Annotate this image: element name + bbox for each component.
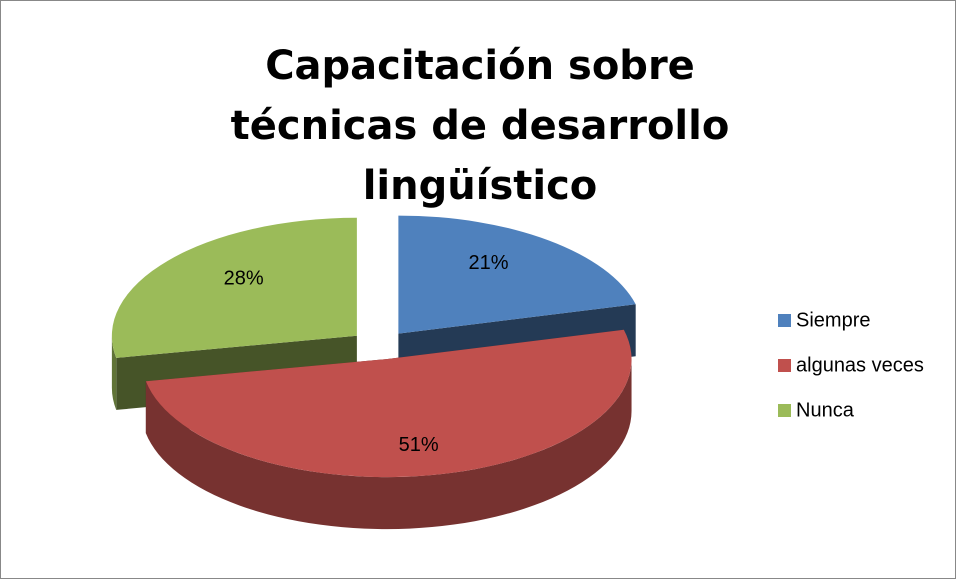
chart-title: Capacitación sobre técnicas de desarroll…	[230, 43, 730, 209]
slice-top	[145, 329, 632, 478]
legend-swatch	[778, 359, 791, 372]
legend-label: algunas veces	[796, 354, 924, 376]
legend-label: Siempre	[796, 309, 870, 331]
legend-swatch	[778, 314, 791, 327]
slice-top	[398, 215, 636, 334]
slice-outer-wall	[111, 335, 117, 410]
slice-top	[111, 217, 357, 358]
legend-swatch	[778, 404, 791, 417]
slice-outer-wall	[145, 359, 632, 530]
legend-label: Nunca	[796, 399, 855, 421]
data-label: 28%	[224, 268, 264, 290]
data-label: 21%	[468, 252, 508, 274]
data-label: 51%	[399, 434, 439, 456]
slice: 51%	[145, 329, 632, 530]
